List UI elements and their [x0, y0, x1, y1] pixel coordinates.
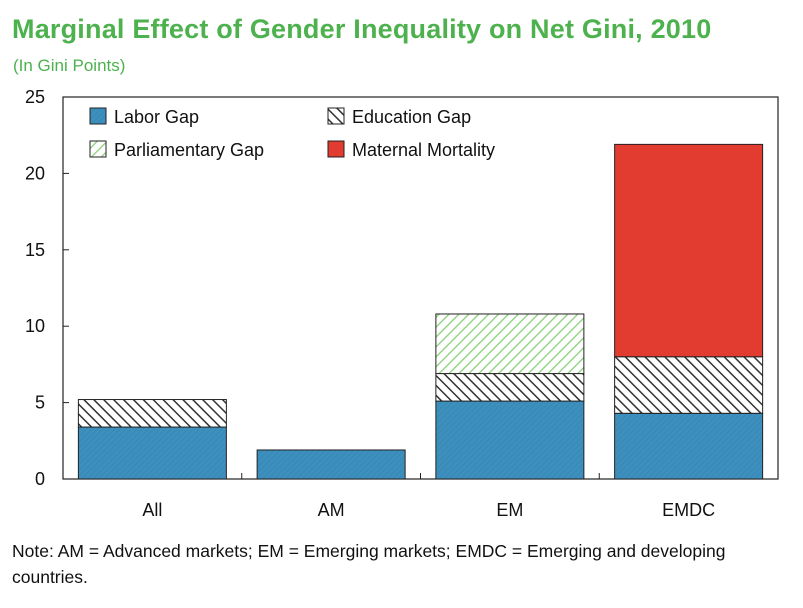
legend-label: Labor Gap [114, 107, 199, 127]
y-tick-label: 10 [25, 316, 45, 336]
bar-segment-education-gap-emdc [614, 356, 764, 414]
bar-segment-parliamentary-gap-em [435, 313, 585, 375]
y-tick-label: 20 [25, 163, 45, 183]
bar-segment-education-gap-all [77, 399, 227, 428]
legend-swatch-parliamentary-gap [89, 140, 107, 158]
chart-subtitle: (In Gini Points) [13, 56, 126, 75]
bars [77, 143, 764, 480]
chart-title: Marginal Effect of Gender Inequality on … [12, 14, 712, 44]
bar-segment-maternal-mortality-emdc [614, 143, 764, 358]
legend-label: Education Gap [352, 107, 471, 127]
bar-segment-labor-gap-em [435, 400, 585, 480]
legend-label: Parliamentary Gap [114, 140, 264, 160]
x-tick-label: EM [496, 500, 523, 520]
y-tick-label: 15 [25, 240, 45, 260]
x-axis: All AM EM EMDC [142, 473, 715, 520]
x-tick-label: All [142, 500, 162, 520]
y-tick-label: 5 [35, 393, 45, 413]
y-tick-label: 25 [25, 87, 45, 107]
x-tick-label: EMDC [662, 500, 715, 520]
legend-swatch-maternal-mortality [327, 140, 345, 158]
y-tick-label: 0 [35, 469, 45, 489]
bar-segment-labor-gap-am [256, 449, 406, 480]
x-tick-label: AM [318, 500, 345, 520]
stacked-bar-chart: 0 5 10 15 20 25 All AM EM EMDC Labor Gap Educatio… [25, 87, 779, 520]
bar-segment-education-gap-em [435, 373, 585, 402]
bar-segment-labor-gap-emdc [614, 412, 764, 480]
legend-swatch-labor-gap [89, 107, 107, 125]
footnote: Note: AM = Advanced markets; EM = Emergi… [12, 541, 726, 587]
legend-label: Maternal Mortality [352, 140, 495, 160]
legend-swatch-education-gap [327, 107, 345, 125]
legend: Labor Gap Education Gap Parliamentary Gap M… [89, 107, 495, 160]
y-axis: 0 5 10 15 20 25 [25, 87, 69, 489]
bar-segment-labor-gap-all [77, 426, 227, 480]
